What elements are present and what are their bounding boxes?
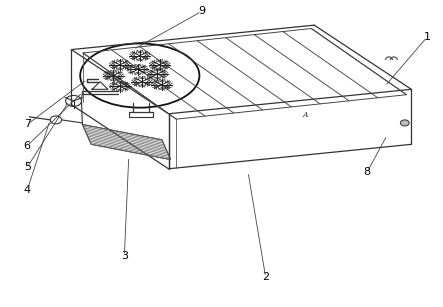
Polygon shape <box>82 124 171 160</box>
Circle shape <box>400 120 409 126</box>
Text: 4: 4 <box>23 185 31 195</box>
Text: 3: 3 <box>121 251 128 261</box>
Text: 2: 2 <box>262 272 269 282</box>
Text: 6: 6 <box>23 141 31 151</box>
Text: 5: 5 <box>23 162 31 172</box>
Text: 8: 8 <box>364 167 371 177</box>
Text: A: A <box>303 111 308 119</box>
Text: 7: 7 <box>23 119 31 130</box>
Text: 9: 9 <box>198 6 205 16</box>
Text: 1: 1 <box>424 32 430 42</box>
